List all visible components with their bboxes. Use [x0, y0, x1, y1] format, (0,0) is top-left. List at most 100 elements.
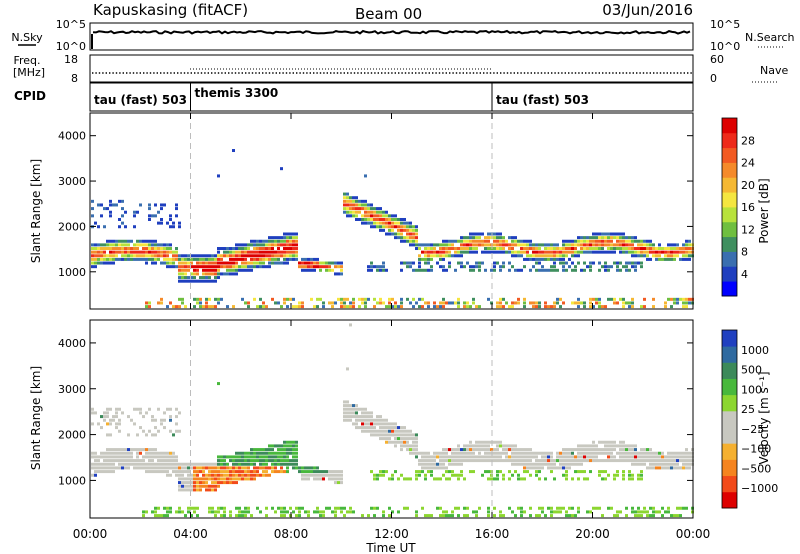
heat-cell: [568, 247, 571, 251]
colorbar-tick: 25: [741, 403, 755, 416]
heat-cell: [598, 268, 601, 272]
heat-cell: [196, 261, 199, 265]
heat-cell: [664, 466, 667, 470]
heat-cell: [106, 422, 109, 426]
xtick-label: 00:00: [73, 527, 108, 541]
heat-cell: [415, 228, 418, 232]
heat-cell: [268, 261, 271, 265]
heat-cell: [568, 451, 571, 455]
heat-cell: [310, 466, 313, 470]
heat-cell: [181, 297, 184, 301]
heat-cell: [280, 250, 283, 254]
heat-cell: [598, 506, 601, 510]
heat-cell: [586, 510, 589, 514]
heat-cell: [556, 455, 559, 459]
heat-cell: [352, 415, 355, 419]
heat-cell: [280, 470, 283, 474]
heat-cell: [349, 404, 352, 408]
heat-cell: [217, 247, 220, 251]
heat-cell: [601, 247, 604, 251]
heat-cell: [136, 448, 139, 452]
heat-cell: [280, 506, 283, 510]
heat-cell: [118, 429, 121, 433]
freq-strip: Freq. [MHz] 18 8 60 0 Nave: [13, 53, 789, 85]
heat-cell: [622, 440, 625, 444]
heat-cell: [94, 247, 97, 251]
heat-cell: [187, 279, 190, 283]
heat-cell: [385, 418, 388, 422]
heat-cell: [220, 455, 223, 459]
heat-cell: [514, 239, 517, 243]
heat-cell: [538, 257, 541, 261]
heat-cell: [505, 239, 508, 243]
heat-cell: [406, 440, 409, 444]
heat-cell: [511, 305, 514, 309]
heat-cell: [151, 466, 154, 470]
heat-cell: [217, 254, 220, 258]
heat-cell: [178, 488, 181, 492]
heat-cell: [262, 261, 265, 265]
heat-cell: [643, 250, 646, 254]
heat-cell: [532, 451, 535, 455]
heat-cell: [514, 301, 517, 305]
heat-cell: [271, 254, 274, 258]
heat-cell: [313, 257, 316, 261]
heat-cell: [178, 257, 181, 261]
heat-cell: [115, 426, 118, 430]
heat-cell: [94, 250, 97, 254]
heat-cell: [637, 239, 640, 243]
heat-cell: [169, 265, 172, 269]
heat-cell: [148, 301, 151, 305]
heat-cell: [91, 250, 94, 254]
heat-cell: [616, 459, 619, 463]
colorbar-swatch: [722, 162, 737, 178]
heat-cell: [187, 470, 190, 474]
heat-cell: [643, 243, 646, 247]
heat-cell: [247, 243, 250, 247]
heat-cell: [490, 301, 493, 305]
heat-cell: [625, 261, 628, 265]
heat-cell: [190, 257, 193, 261]
heat-cell: [130, 257, 133, 261]
heat-cell: [118, 448, 121, 452]
heat-cell: [595, 250, 598, 254]
heat-cell: [373, 506, 376, 510]
colorbar-tick: 28: [741, 134, 755, 147]
heat-cell: [460, 236, 463, 240]
heat-cell: [169, 247, 172, 251]
heat-cell: [199, 261, 202, 265]
heat-cell: [592, 459, 595, 463]
heat-cell: [553, 254, 556, 258]
heat-cell: [124, 448, 127, 452]
heat-cell: [613, 250, 616, 254]
heat-cell: [337, 261, 340, 265]
heat-cell: [157, 243, 160, 247]
heat-cell: [199, 305, 202, 309]
heat-cell: [349, 305, 352, 309]
heat-cell: [511, 459, 514, 463]
heat-cell: [565, 514, 568, 518]
heat-cell: [397, 510, 400, 514]
heat-cell: [313, 261, 316, 265]
heat-cell: [610, 297, 613, 301]
heat-cell: [640, 473, 643, 477]
heat-cell: [475, 265, 478, 269]
heat-cell: [112, 254, 115, 258]
heat-cell: [238, 466, 241, 470]
heat-cell: [241, 459, 244, 463]
heat-cell: [601, 477, 604, 481]
heat-cell: [451, 473, 454, 477]
heat-cell: [289, 506, 292, 510]
heat-cell: [106, 415, 109, 419]
heat-cell: [220, 257, 223, 261]
heat-cell: [100, 261, 103, 265]
heat-cell: [382, 217, 385, 221]
heat-cell: [178, 466, 181, 470]
heat-cell: [274, 261, 277, 265]
heat-cell: [166, 466, 169, 470]
heat-cell: [379, 470, 382, 474]
heat-cell: [154, 506, 157, 510]
heat-cell: [394, 422, 397, 426]
heat-cell: [94, 473, 97, 477]
heat-cell: [658, 247, 661, 251]
